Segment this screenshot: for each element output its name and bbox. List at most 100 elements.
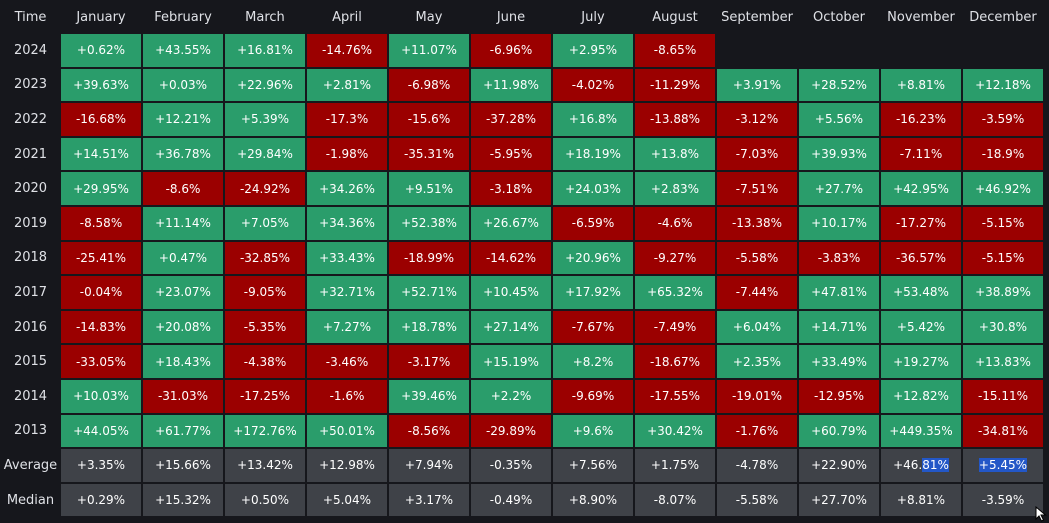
return-cell: -15.6%	[389, 103, 469, 136]
return-cell: +13.8%	[635, 137, 715, 171]
table-body: 2024 +0.62% +43.55% +16.81% -14.76% +11.07% -6…	[2, 34, 1043, 517]
stat-cell-partially-selected: +46.81%	[881, 449, 961, 482]
return-cell: -6.98%	[389, 68, 469, 102]
empty-cell	[963, 34, 1043, 67]
table-row: 2023 +39.63% +0.03% +22.96% +2.81% -6.98% +11.…	[2, 68, 1043, 102]
return-cell: -3.12%	[717, 103, 797, 136]
return-cell: -15.11%	[963, 379, 1043, 413]
return-cell: +27.7%	[799, 172, 879, 205]
return-cell: -18.67%	[635, 345, 715, 378]
row-label-stat: Median	[6, 492, 55, 508]
return-cell: -11.29%	[635, 68, 715, 102]
stat-cell: -0.35%	[471, 449, 551, 482]
return-cell: +449.35%	[881, 414, 961, 448]
table-row: 2020 +29.95% -8.6% -24.92% +34.26% +9.51% -3.1…	[2, 172, 1043, 205]
return-cell: +16.8%	[553, 103, 633, 136]
header-row: Time January February March April May Ju…	[2, 2, 1043, 32]
row-label-year: 2017	[13, 284, 48, 300]
column-header-march[interactable]: March	[245, 9, 285, 25]
return-cell: -33.05%	[61, 345, 141, 378]
column-header-november[interactable]: November	[887, 9, 955, 25]
return-cell: -13.88%	[635, 103, 715, 136]
column-header-april[interactable]: April	[332, 9, 362, 25]
selected-text: 81%	[922, 458, 949, 473]
return-cell: -5.58%	[717, 241, 797, 275]
return-cell: -5.35%	[225, 310, 305, 344]
return-cell: +30.42%	[635, 414, 715, 448]
return-cell: +8.2%	[553, 345, 633, 378]
return-cell: +32.71%	[307, 276, 387, 309]
return-cell: -4.6%	[635, 206, 715, 240]
return-cell: +6.04%	[717, 310, 797, 344]
return-cell: +5.39%	[225, 103, 305, 136]
return-cell: +7.27%	[307, 310, 387, 344]
time-column-header[interactable]: Time	[14, 9, 47, 25]
return-cell: -9.05%	[225, 276, 305, 309]
row-label-year: 2015	[13, 354, 48, 370]
column-header-december[interactable]: December	[969, 9, 1037, 25]
return-cell: +10.03%	[61, 379, 141, 413]
return-cell: -17.25%	[225, 379, 305, 413]
return-cell: -17.3%	[307, 103, 387, 136]
column-header-july[interactable]: July	[581, 9, 605, 25]
row-label-year: 2019	[13, 215, 48, 231]
return-cell: +42.95%	[881, 172, 961, 205]
row-label-stat: Average	[3, 457, 58, 473]
column-header-september[interactable]: September	[721, 9, 793, 25]
stat-cell: +12.98%	[307, 449, 387, 482]
return-cell: +2.95%	[553, 34, 633, 67]
return-cell: -37.28%	[471, 103, 551, 136]
row-label-year: 2018	[13, 250, 48, 266]
return-cell: +38.89%	[963, 276, 1043, 309]
stat-cell: +3.35%	[61, 449, 141, 482]
return-cell: +60.79%	[799, 414, 879, 448]
return-cell: -35.31%	[389, 137, 469, 171]
return-cell: -8.65%	[635, 34, 715, 67]
return-cell: +5.56%	[799, 103, 879, 136]
stat-cell-selected: +5.45%	[963, 449, 1043, 482]
return-cell: +3.91%	[717, 68, 797, 102]
return-cell: +23.07%	[143, 276, 223, 309]
table-row: 2017 -0.04% +23.07% -9.05% +32.71% +52.71% +10…	[2, 276, 1043, 309]
return-cell: -17.27%	[881, 206, 961, 240]
column-header-january[interactable]: January	[76, 9, 126, 25]
return-cell: -7.49%	[635, 310, 715, 344]
return-cell: -32.85%	[225, 241, 305, 275]
column-header-may[interactable]: May	[415, 9, 443, 25]
return-cell: +15.19%	[471, 345, 551, 378]
return-cell: +12.21%	[143, 103, 223, 136]
stat-cell: -0.49%	[471, 483, 551, 517]
return-cell: -36.57%	[881, 241, 961, 275]
return-cell: +0.62%	[61, 34, 141, 67]
stat-cell: +7.56%	[553, 449, 633, 482]
stat-cell: +5.04%	[307, 483, 387, 517]
return-cell: +18.19%	[553, 137, 633, 171]
return-cell: -16.68%	[61, 103, 141, 136]
return-cell: -18.9%	[963, 137, 1043, 171]
row-label-year: 2021	[13, 146, 48, 162]
column-header-october[interactable]: October	[812, 9, 866, 25]
column-header-february[interactable]: February	[154, 9, 212, 25]
column-header-june[interactable]: June	[496, 9, 526, 25]
return-cell: -18.99%	[389, 241, 469, 275]
return-cell: +47.81%	[799, 276, 879, 309]
return-cell: -9.69%	[553, 379, 633, 413]
return-cell: +29.84%	[225, 137, 305, 171]
return-cell: +61.77%	[143, 414, 223, 448]
stat-cell: +0.29%	[61, 483, 141, 517]
return-cell: +13.83%	[963, 345, 1043, 378]
row-label-year: 2013	[13, 423, 48, 439]
return-cell: -5.95%	[471, 137, 551, 171]
return-cell: +2.2%	[471, 379, 551, 413]
table-row: 2021 +14.51% +36.78% +29.84% -1.98% -35.31% -5…	[2, 137, 1043, 171]
return-cell: +27.14%	[471, 310, 551, 344]
stat-cell: +0.50%	[225, 483, 305, 517]
stat-cell: +15.32%	[143, 483, 223, 517]
return-cell: +46.92%	[963, 172, 1043, 205]
return-cell: +7.05%	[225, 206, 305, 240]
column-header-august[interactable]: August	[652, 9, 698, 25]
return-cell: +34.26%	[307, 172, 387, 205]
stat-cell: +8.90%	[553, 483, 633, 517]
return-cell: +12.18%	[963, 68, 1043, 102]
return-cell: -7.11%	[881, 137, 961, 171]
